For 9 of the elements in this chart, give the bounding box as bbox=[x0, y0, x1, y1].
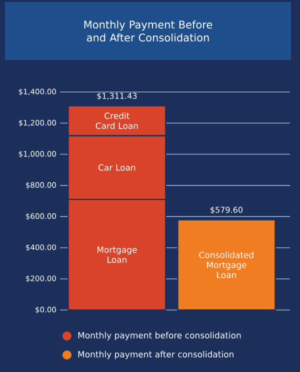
series-label: Mortgage Loan bbox=[97, 246, 137, 263]
text: Monthly payment after consolidation bbox=[78, 350, 234, 360]
text: Monthly payment before consolidation bbox=[78, 332, 241, 340]
total-label: $579.60 bbox=[210, 206, 242, 214]
series-label: Credit Card Loan bbox=[96, 112, 138, 129]
series-label: Car Loan bbox=[98, 164, 136, 171]
series-label: Consolidated Mortgage Loan bbox=[199, 252, 254, 278]
chart-title: Monthly Payment Before and After Consolidation bbox=[84, 20, 212, 42]
total-label: $1,311.43 bbox=[97, 92, 137, 100]
